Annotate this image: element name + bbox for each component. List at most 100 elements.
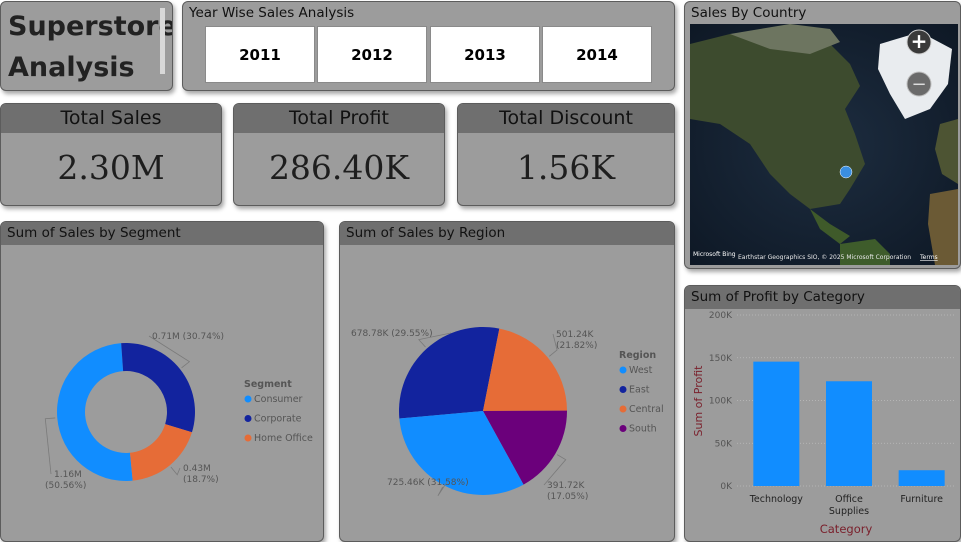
map-terms-link[interactable]: Terms xyxy=(919,254,938,261)
map-title: Sales By Country xyxy=(691,5,807,21)
kpi-total-profit-value: 286.40K xyxy=(268,148,410,187)
legend-item-south[interactable]: South xyxy=(629,424,657,435)
legend-title: Segment xyxy=(244,379,292,390)
report-title-line2: Analysis xyxy=(8,52,135,83)
x-tick-label: Furniture xyxy=(900,494,943,505)
legend-marker[interactable] xyxy=(244,415,252,422)
sales-bubble-usa xyxy=(839,165,853,179)
leader-line xyxy=(437,481,448,496)
year-button-2013[interactable]: 2013 xyxy=(430,26,540,83)
segment-donut-chart[interactable]: 1.16M(50.56%) 0.71M (30.74%) 0.43M(18.7%) S… xyxy=(1,245,323,541)
data-label: (18.7%) xyxy=(183,475,219,485)
legend-item-home-office[interactable]: Home Office xyxy=(254,433,313,444)
donut-slice-consumer[interactable] xyxy=(56,343,133,482)
y-tick-label: 200K xyxy=(709,311,733,321)
region-chart-title: Sum of Sales by Region xyxy=(346,225,506,241)
legend-marker[interactable] xyxy=(619,405,627,413)
data-label: 0.71M (30.74%) xyxy=(152,332,224,342)
satellite-map[interactable]: + − Microsoft Bing Earthstar Geographics… xyxy=(690,24,958,265)
legend-item-corporate[interactable]: Corporate xyxy=(254,414,302,425)
landmass-central-america xyxy=(810,209,850,244)
map-brand-logo: Microsoft Bing xyxy=(693,251,736,258)
legend-item-west[interactable]: West xyxy=(629,365,653,376)
leader-line xyxy=(549,333,558,357)
kpi-total-sales-label: Total Sales xyxy=(1,104,221,133)
data-label: 501.24K xyxy=(556,330,594,340)
legend-marker[interactable] xyxy=(244,434,252,442)
title-scrollbar[interactable] xyxy=(160,8,165,74)
data-label: 391.72K xyxy=(547,481,585,491)
kpi-total-sales-value: 2.30M xyxy=(57,148,165,187)
y-tick-label: 50K xyxy=(715,439,733,449)
region-chart-card: Sum of Sales by Region 725.46K (31.58%) 6… xyxy=(339,221,675,542)
title-card: Superstore Analysis xyxy=(0,1,173,91)
map-attribution: Earthstar Geographics SIO, © 2025 Micros… xyxy=(738,254,911,261)
bar-furniture[interactable] xyxy=(898,470,945,486)
pie-slice-west[interactable] xyxy=(399,411,524,495)
zoom-out-icon: − xyxy=(911,74,926,95)
x-axis-label: Category xyxy=(820,522,873,536)
zoom-in-button[interactable]: + xyxy=(906,29,932,55)
landmass-europe xyxy=(935,119,958,184)
data-label: 678.78K (29.55%) xyxy=(351,329,433,339)
report-title-line1: Superstore xyxy=(8,11,173,42)
leader-line xyxy=(543,454,567,486)
profit-chart-header xyxy=(685,286,960,309)
leader-line xyxy=(148,335,191,369)
landmass-south-america xyxy=(840,239,890,265)
legend-item-consumer[interactable]: Consumer xyxy=(254,394,303,405)
pie-slice-east[interactable] xyxy=(399,327,500,419)
bar-technology[interactable] xyxy=(753,361,800,486)
data-label: 1.16M xyxy=(54,470,82,480)
segment-chart-title: Sum of Sales by Segment xyxy=(7,225,181,241)
y-tick-label: 150K xyxy=(709,354,733,364)
leader-line xyxy=(44,417,56,475)
region-pie-chart[interactable]: 725.46K (31.58%)678.78K (29.55%) 501.24K(… xyxy=(340,245,674,541)
data-label: (21.82%) xyxy=(556,341,597,351)
year-button-2014[interactable]: 2014 xyxy=(542,26,652,83)
kpi-total-profit-label: Total Profit xyxy=(234,104,444,133)
segment-chart-header xyxy=(1,222,323,245)
data-label: (50.56%) xyxy=(45,481,86,491)
landmass-africa xyxy=(928,189,958,265)
donut-slice-home-office[interactable] xyxy=(129,424,192,481)
legend-title: Region xyxy=(619,350,656,361)
kpi-total-sales: Total Sales 2.30M xyxy=(0,103,222,206)
legend-item-central[interactable]: Central xyxy=(629,404,664,415)
profit-bar-chart[interactable]: 0K 50K 100K 150K 200K Technology OfficeSupplie… xyxy=(685,309,960,541)
zoom-out-button[interactable]: − xyxy=(906,71,932,97)
year-slicer: Year Wise Sales Analysis 2011 2012 2013 … xyxy=(182,1,675,91)
landmass-canada-north xyxy=(730,24,840,54)
map-card: Sales By Country + − Microsoft xyxy=(684,1,961,269)
kpi-total-discount-label: Total Discount xyxy=(458,104,674,133)
legend-marker[interactable] xyxy=(619,425,627,432)
y-tick-label: 100K xyxy=(709,397,733,407)
segment-chart-card: Sum of Sales by Segment 1.16M (50.56%) 0.7… xyxy=(0,221,324,542)
region-chart-header xyxy=(340,222,674,245)
year-button-2011[interactable]: 2011 xyxy=(205,26,315,83)
bar-office-supplies[interactable] xyxy=(826,381,872,486)
pie-slice-central[interactable] xyxy=(483,328,567,411)
legend-item-east[interactable]: East xyxy=(629,385,650,396)
year-slicer-title: Year Wise Sales Analysis xyxy=(189,5,355,21)
legend-marker[interactable] xyxy=(619,386,627,393)
donut-slice-corporate[interactable] xyxy=(121,343,195,433)
data-label: 0.43M xyxy=(183,464,211,474)
kpi-total-discount-value: 1.56K xyxy=(516,148,616,187)
kpi-total-discount: Total Discount 1.56K xyxy=(457,103,675,206)
legend-marker[interactable] xyxy=(619,366,627,374)
kpi-total-profit: Total Profit 286.40K xyxy=(233,103,445,206)
year-button-2012[interactable]: 2012 xyxy=(317,26,427,83)
x-tick-label: Supplies xyxy=(829,506,869,517)
legend-marker[interactable] xyxy=(244,395,252,403)
profit-chart-title: Sum of Profit by Category xyxy=(691,289,865,305)
leader-line xyxy=(170,466,181,476)
pie-slice-south[interactable] xyxy=(483,410,567,485)
zoom-in-icon: + xyxy=(911,29,928,53)
y-axis-label: Sum of Profit xyxy=(692,365,705,437)
x-tick-label: Technology xyxy=(749,494,804,505)
landmass-north-america xyxy=(690,32,865,209)
data-label: (17.05%) xyxy=(547,492,588,502)
data-label: 725.46K (31.58%) xyxy=(387,478,469,488)
x-tick-label: Office xyxy=(835,494,863,505)
